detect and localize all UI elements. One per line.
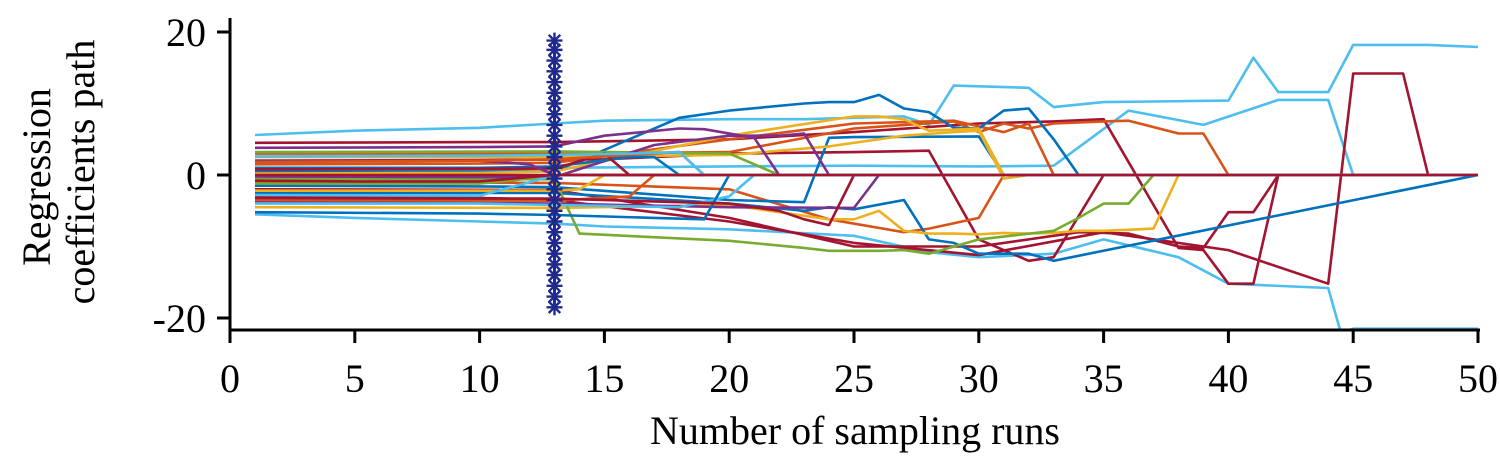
selected-run-marker-line (546, 32, 563, 316)
asterisk-marker (546, 52, 563, 69)
x-tick-label: 5 (345, 356, 365, 401)
asterisk-marker (546, 32, 563, 49)
series-line-17 (254, 173, 1478, 255)
x-tick-label: 0 (220, 356, 240, 401)
series-line-5 (254, 117, 1478, 286)
series-line-2 (254, 213, 1478, 329)
x-tick-label: 45 (1333, 356, 1373, 401)
series-line-20 (254, 132, 1478, 179)
series-line-9 (254, 173, 1478, 234)
asterisk-marker (546, 149, 563, 166)
x-tick-label: 15 (584, 356, 624, 401)
asterisk-marker (546, 84, 563, 101)
x-tick-label: 50 (1458, 356, 1498, 401)
series-line-3 (255, 98, 1478, 177)
series-line-13 (255, 173, 1479, 263)
series-line-32 (254, 127, 1478, 177)
series-line-15 (254, 173, 1478, 236)
asterisk-marker (546, 224, 563, 241)
series-line-1 (254, 43, 1479, 137)
x-tick-label: 40 (1208, 356, 1248, 401)
x-tick-label: 30 (959, 356, 999, 401)
series-line-8 (255, 119, 1478, 177)
series-line-6 (254, 173, 1478, 250)
y-axis-title: Regression coefficients path (14, 40, 103, 305)
asterisk-marker (546, 299, 563, 316)
asterisk-marker (546, 192, 563, 209)
y-ticks: -20 0 20 (153, 10, 230, 341)
y-tick-label: -20 (153, 296, 206, 341)
x-ticks: 0 5 10 15 20 25 30 35 40 45 50 (220, 330, 1498, 401)
series-line-33 (254, 173, 1478, 227)
series-line-11 (255, 93, 1478, 177)
y-axis-title-line-2: coefficients path (58, 40, 103, 305)
x-axis-title: Number of sampling runs (650, 408, 1060, 453)
asterisk-marker (546, 256, 563, 273)
x-tick-label: 20 (709, 356, 749, 401)
x-tick-label: 35 (1084, 356, 1124, 401)
y-tick-label: 20 (166, 10, 206, 55)
y-axis-title-line-1: Regression (14, 88, 59, 266)
asterisk-marker (546, 138, 563, 155)
x-tick-label: 25 (834, 356, 874, 401)
series-lines (254, 43, 1479, 329)
asterisk-marker (546, 63, 563, 80)
y-tick-label: 0 (186, 153, 206, 198)
x-tick-label: 10 (460, 356, 500, 401)
